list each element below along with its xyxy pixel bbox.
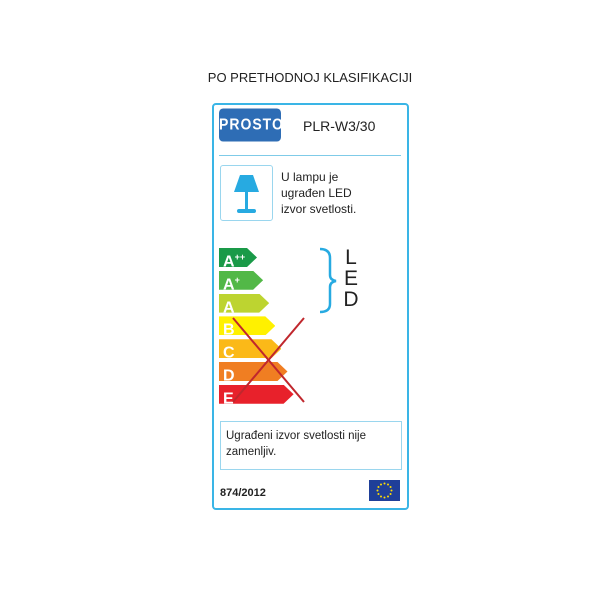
- eu-star: [390, 489, 393, 492]
- eu-star: [383, 496, 386, 499]
- eu-star: [380, 495, 382, 498]
- energy-class-Ap: A+: [219, 271, 263, 290]
- energy-label: [212, 103, 409, 510]
- class-letter: E: [223, 390, 234, 408]
- eu-star: [377, 486, 380, 488]
- eu-star: [387, 495, 389, 498]
- cross-line: [232, 317, 305, 403]
- class-letter: C: [223, 344, 235, 362]
- led-range-bracket: [319, 247, 337, 314]
- eu-star: [383, 482, 386, 485]
- energy-class-A: A: [219, 294, 269, 313]
- class-letter: A: [223, 276, 235, 294]
- note-text: Ugrađeni izvor svetlosti nije zamenljiv.: [226, 430, 366, 458]
- eu-star: [377, 493, 380, 495]
- class-sup: ++: [234, 252, 246, 262]
- class-sup: +: [234, 274, 240, 285]
- eu-star: [380, 483, 382, 486]
- class-letter: B: [223, 321, 235, 339]
- label-title: PO PRETHODNOJ KLASIFIKACIJI: [207, 70, 413, 85]
- note-box: [220, 421, 402, 470]
- brand-logo: PROSTO: [219, 108, 283, 142]
- energy-class-App: A++: [219, 248, 257, 267]
- eu-flag-icon: [369, 480, 400, 501]
- energy-class-B: B: [219, 316, 275, 335]
- eu-star: [376, 489, 379, 492]
- energy-class-D: D: [219, 362, 288, 381]
- lamp-description: U lampu je ugrađen LED izvor svetlosti.: [281, 170, 357, 216]
- divider: [219, 155, 401, 156]
- eu-star: [389, 486, 392, 488]
- class-letter: A: [223, 298, 235, 316]
- regulation-number: 874/2012: [220, 487, 266, 499]
- model-number: PLR-W3/30: [303, 118, 376, 134]
- class-letter: D: [223, 367, 235, 385]
- energy-class-C: C: [219, 339, 281, 358]
- class-letter: A: [223, 253, 235, 271]
- energy-class-E: E: [219, 385, 294, 404]
- eu-star: [387, 483, 389, 486]
- table-lamp-icon: [220, 165, 273, 221]
- eu-star: [389, 493, 392, 495]
